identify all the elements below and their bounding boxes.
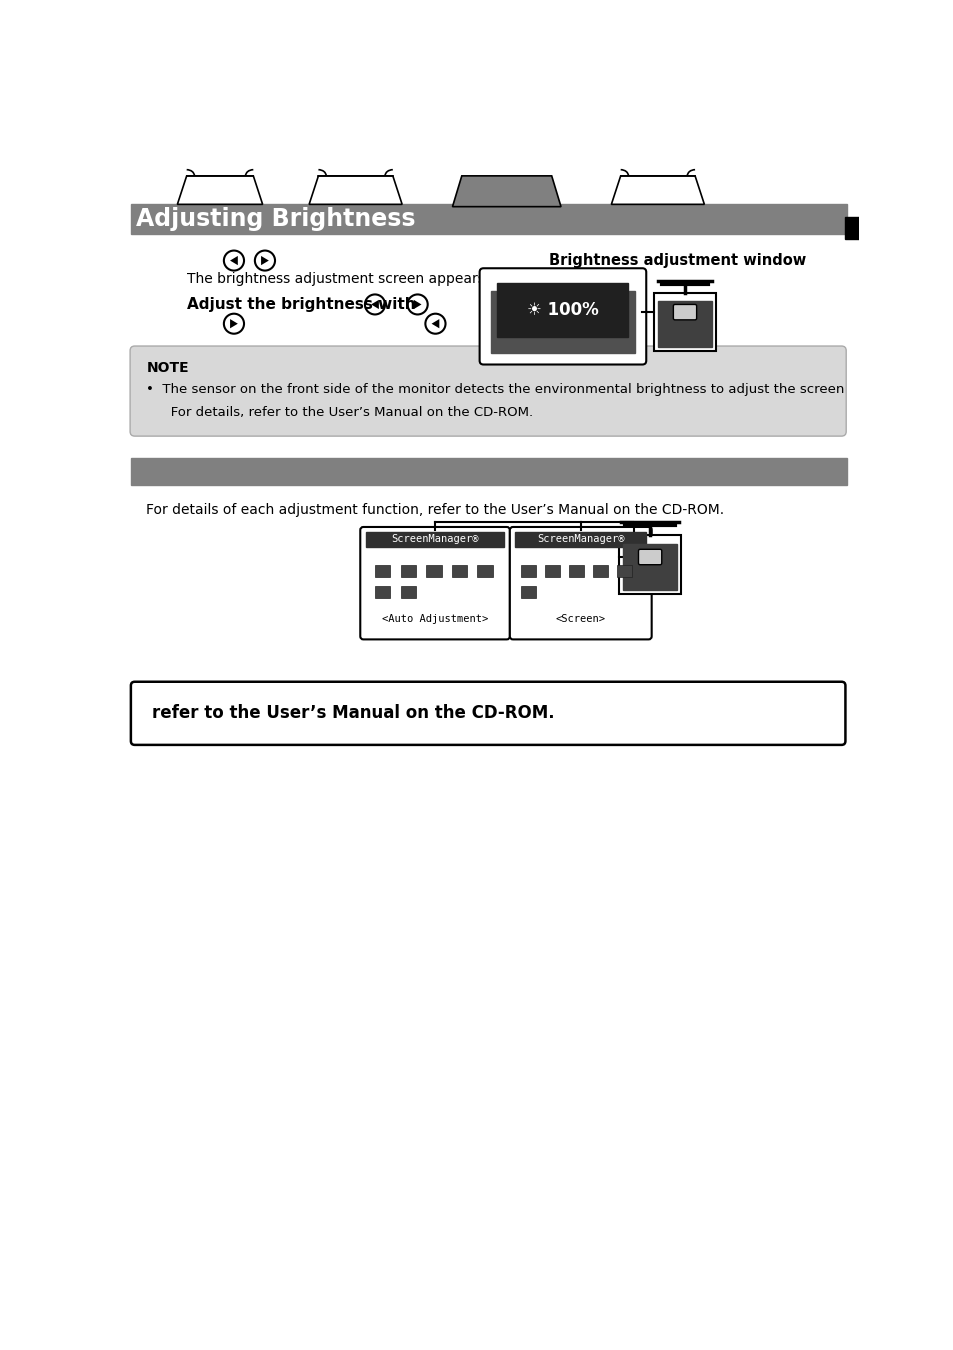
Text: The brightness adjustment screen appears.: The brightness adjustment screen appears… bbox=[187, 273, 489, 286]
Text: <Auto Adjustment>: <Auto Adjustment> bbox=[381, 614, 488, 624]
Bar bbox=[375, 586, 390, 598]
Bar bbox=[520, 566, 536, 576]
Text: Adjust the brightness with: Adjust the brightness with bbox=[187, 297, 416, 312]
FancyBboxPatch shape bbox=[360, 526, 509, 640]
Bar bbox=[375, 566, 390, 576]
Text: For details, refer to the User’s Manual on the CD-ROM.: For details, refer to the User’s Manual … bbox=[158, 406, 533, 418]
Bar bbox=[843, 217, 858, 239]
Polygon shape bbox=[371, 300, 378, 309]
Bar bbox=[365, 532, 504, 547]
Bar bbox=[131, 204, 846, 234]
Text: refer to the User’s Manual on the CD-ROM.: refer to the User’s Manual on the CD-ROM… bbox=[152, 705, 554, 722]
Bar bbox=[400, 586, 416, 598]
Bar bbox=[658, 301, 711, 347]
FancyBboxPatch shape bbox=[509, 526, 651, 640]
Bar bbox=[568, 566, 583, 576]
Text: ScreenManager®: ScreenManager® bbox=[537, 535, 624, 544]
Bar bbox=[452, 566, 467, 576]
Bar bbox=[520, 586, 536, 598]
FancyBboxPatch shape bbox=[130, 346, 845, 436]
Bar bbox=[617, 566, 632, 576]
Polygon shape bbox=[431, 319, 439, 328]
Bar bbox=[426, 566, 441, 576]
Bar bbox=[497, 284, 628, 336]
FancyBboxPatch shape bbox=[131, 682, 844, 745]
Bar bbox=[515, 532, 645, 547]
Text: ScreenManager®: ScreenManager® bbox=[391, 535, 478, 544]
Text: <Screen>: <Screen> bbox=[556, 614, 605, 624]
Bar bbox=[654, 293, 716, 351]
Bar bbox=[618, 535, 680, 594]
Polygon shape bbox=[611, 176, 703, 204]
Text: Adjusting Brightness: Adjusting Brightness bbox=[136, 207, 416, 231]
Polygon shape bbox=[309, 176, 402, 204]
Bar bbox=[400, 566, 416, 576]
Bar bbox=[622, 544, 677, 590]
Bar bbox=[592, 566, 608, 576]
Text: For details of each adjustment function, refer to the User’s Manual on the CD-RO: For details of each adjustment function,… bbox=[146, 504, 723, 517]
Polygon shape bbox=[230, 256, 237, 265]
FancyBboxPatch shape bbox=[673, 305, 696, 320]
FancyBboxPatch shape bbox=[638, 549, 661, 564]
Bar bbox=[476, 566, 493, 576]
Bar bbox=[131, 459, 846, 486]
FancyBboxPatch shape bbox=[479, 269, 645, 365]
Text: NOTE: NOTE bbox=[146, 360, 189, 374]
Polygon shape bbox=[261, 256, 269, 265]
Polygon shape bbox=[230, 319, 237, 328]
Bar bbox=[491, 292, 634, 352]
Text: •  The sensor on the front side of the monitor detects the environmental brightn: • The sensor on the front side of the mo… bbox=[146, 382, 843, 396]
Text: Brightness adjustment window: Brightness adjustment window bbox=[549, 252, 806, 269]
Bar bbox=[544, 566, 559, 576]
Polygon shape bbox=[177, 176, 262, 204]
Polygon shape bbox=[414, 300, 421, 309]
Text: ☀ 100%: ☀ 100% bbox=[526, 301, 598, 319]
Polygon shape bbox=[452, 176, 560, 207]
